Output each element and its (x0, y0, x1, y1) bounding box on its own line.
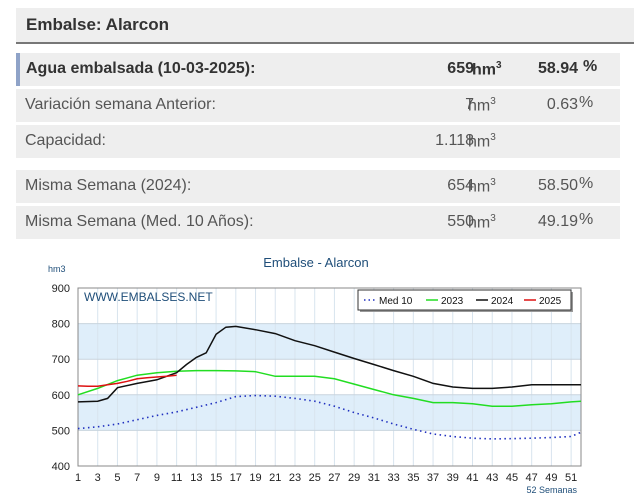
chart-title: Embalse - Alarcon (263, 255, 369, 270)
reservoir-title: Embalse: Alarcon (26, 15, 169, 34)
stat-percent: 0.63 (546, 96, 578, 113)
stat-label: Misma Semana (Med. 10 Años): (25, 213, 254, 230)
stat-unit: hm3 (468, 177, 496, 196)
stat-unit: hm3 (468, 132, 496, 151)
x-tick-label: 27 (328, 472, 340, 484)
x-tick-label: 23 (289, 472, 301, 484)
x-tick-label: 13 (190, 472, 202, 484)
stat-label: Variación semana Anterior: (25, 96, 216, 113)
x-tick-label: 37 (427, 472, 439, 484)
x-axis-label: 52 Semanas (526, 485, 577, 495)
watermark-text: WWW.EMBALSES.NET (84, 290, 213, 304)
stat-percent-symbol: % (583, 58, 598, 75)
stat-label: Capacidad: (25, 132, 106, 149)
x-tick-label: 31 (368, 472, 380, 484)
series-line-2023 (77, 369, 582, 407)
x-tick-label: 49 (545, 472, 557, 484)
stat-value: 1.118 (435, 132, 474, 149)
y-tick-label: 600 (52, 390, 70, 402)
y-tick-label: 700 (52, 354, 70, 366)
stat-value: 654 (447, 177, 474, 194)
reservoir-chart: Embalse - Alarcon hm3 400 500 600 700 800 900… (48, 255, 582, 495)
series-line-2024 (77, 325, 581, 403)
legend-box (357, 289, 572, 311)
legend-entry: Med 10 (379, 296, 413, 307)
x-tick-label: 51 (565, 472, 577, 484)
y-tick-label: 400 (52, 461, 70, 473)
x-tick-label: 15 (210, 472, 222, 484)
stat-row-same-week-2024: Misma Semana (2024): 654 hm3 58.50 % (16, 170, 620, 203)
series-line-2025 (77, 374, 177, 388)
stat-percent-symbol: % (579, 175, 594, 192)
stat-value: 7 (465, 96, 474, 113)
stat-row-stored-water: Agua embalsada (10-03-2025): 659 hm3 58.… (16, 53, 620, 86)
reservoir-header: Embalse: Alarcon (16, 8, 634, 44)
y-tick-label: 900 (52, 283, 70, 295)
series-line-med-10 (77, 394, 582, 440)
x-tick-label: 47 (526, 472, 538, 484)
stat-percent: 58.50 (537, 177, 578, 194)
x-tick-label: 35 (407, 472, 419, 484)
stat-value: 659 (447, 60, 474, 77)
x-tick-label: 17 (230, 472, 242, 484)
y-tick-label: 800 (52, 319, 70, 331)
y-axis-label: hm3 (48, 264, 66, 274)
stat-unit: hm3 (468, 213, 496, 232)
stat-unit: hm3 (468, 96, 496, 115)
legend-entry: 2025 (539, 296, 562, 307)
stat-unit: hm3 (472, 60, 502, 79)
x-tick-label: 11 (171, 472, 182, 484)
legend-entry: 2024 (491, 296, 514, 307)
legend-entry: 2023 (441, 296, 464, 307)
y-tick-label: 500 (52, 425, 70, 437)
x-tick-label: 5 (114, 472, 120, 484)
x-tick-label: 1 (75, 472, 81, 484)
x-tick-label: 43 (486, 472, 498, 484)
plot-band (78, 394, 581, 431)
x-tick-label: 3 (95, 472, 101, 484)
x-tick-label: 9 (154, 472, 160, 484)
x-tick-label: 25 (309, 472, 321, 484)
stat-percent-symbol: % (579, 94, 594, 111)
stat-percent: 49.19 (537, 213, 578, 230)
x-tick-label: 41 (466, 472, 478, 484)
x-tick-label: 29 (348, 472, 360, 484)
x-tick-label: 45 (506, 472, 518, 484)
stat-label: Misma Semana (2024): (25, 177, 192, 194)
plot-band (78, 323, 581, 360)
stat-row-capacity: Capacidad: 1.118 hm3 (16, 125, 620, 158)
x-tick-label: 7 (134, 472, 140, 484)
stat-row-same-week-10yr: Misma Semana (Med. 10 Años): 550 hm3 49.… (16, 206, 620, 239)
x-tick-label: 21 (269, 472, 281, 484)
x-tick-label: 19 (249, 472, 261, 484)
stat-percent: 58.94 (537, 60, 578, 77)
x-tick-label: 33 (387, 472, 399, 484)
plot-frame (77, 287, 582, 467)
stat-percent-symbol: % (579, 211, 594, 228)
stat-row-weekly-variation: Variación semana Anterior: 7 hm3 0.63 % (16, 89, 620, 122)
stat-value: 550 (447, 213, 474, 230)
plot-band (78, 430, 581, 466)
x-tick-label: 39 (447, 472, 459, 484)
stat-label: Agua embalsada (10-03-2025): (26, 60, 256, 77)
